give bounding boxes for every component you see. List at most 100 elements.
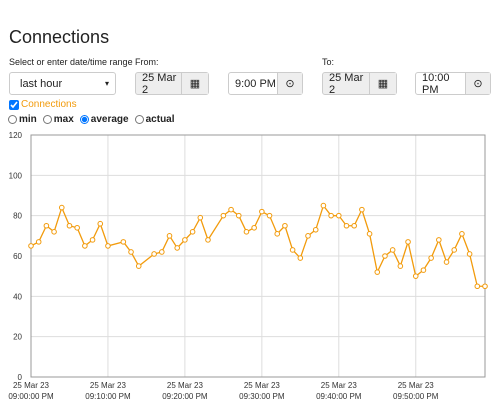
data-point bbox=[436, 237, 442, 243]
x-tick-label: 09:40:00 PM bbox=[316, 392, 362, 401]
x-tick-label: 09:30:00 PM bbox=[239, 392, 285, 401]
data-point bbox=[58, 204, 65, 211]
aggregation-option[interactable]: actual bbox=[134, 114, 175, 125]
clock-button[interactable]: ⊙ bbox=[465, 73, 490, 94]
to-time-value: 10:00 PM bbox=[422, 71, 450, 96]
data-point bbox=[189, 229, 196, 235]
data-point bbox=[166, 233, 173, 239]
data-point bbox=[443, 259, 450, 265]
range-label: Select or enter date/time range bbox=[9, 57, 133, 67]
data-point bbox=[74, 224, 80, 231]
data-point bbox=[243, 229, 250, 235]
data-point bbox=[405, 239, 411, 245]
x-tick-label: 09:00:00 PM bbox=[8, 392, 54, 401]
data-point bbox=[351, 222, 357, 229]
to-time[interactable]: 10:00 PM ⊙ bbox=[415, 71, 491, 96]
data-point bbox=[343, 222, 350, 229]
data-point bbox=[274, 231, 281, 237]
x-tick-label: 25 Mar 23 bbox=[321, 381, 358, 390]
data-point bbox=[105, 243, 111, 249]
x-tick-label: 25 Mar 23 bbox=[244, 381, 281, 390]
calendar-button[interactable]: ▦ bbox=[181, 73, 208, 94]
x-tick-label: 09:50:00 PM bbox=[393, 392, 439, 401]
page-title: Connections bbox=[9, 27, 110, 47]
series-checkbox[interactable] bbox=[9, 99, 19, 110]
data-point bbox=[282, 222, 288, 229]
data-point bbox=[174, 245, 181, 251]
y-tick-label: 60 bbox=[13, 252, 22, 261]
series-label: Connections bbox=[21, 99, 77, 110]
to-date-value: 25 Mar 2 bbox=[329, 71, 364, 96]
data-point bbox=[28, 243, 34, 249]
x-tick-label: 09:20:00 PM bbox=[162, 392, 208, 401]
to-date[interactable]: 25 Mar 2 ▦ bbox=[322, 71, 397, 96]
data-point bbox=[482, 283, 488, 290]
data-point bbox=[135, 263, 142, 269]
data-point bbox=[228, 206, 234, 213]
x-tick-label: 25 Mar 23 bbox=[13, 381, 50, 390]
data-point bbox=[159, 249, 165, 255]
data-point bbox=[120, 239, 127, 245]
data-point bbox=[235, 212, 242, 219]
data-point bbox=[428, 255, 434, 261]
data-point bbox=[451, 247, 458, 253]
data-point bbox=[97, 220, 104, 227]
data-point bbox=[266, 212, 273, 219]
data-point bbox=[259, 208, 265, 215]
data-point bbox=[128, 249, 134, 255]
y-tick-label: 0 bbox=[18, 373, 23, 382]
data-point bbox=[197, 214, 204, 221]
radio[interactable] bbox=[42, 115, 52, 124]
aggregation-option[interactable]: average bbox=[79, 114, 129, 125]
y-tick-label: 80 bbox=[13, 212, 22, 221]
data-point bbox=[374, 269, 381, 275]
option-label: min bbox=[19, 114, 37, 125]
data-point bbox=[66, 222, 73, 229]
y-tick-label: 120 bbox=[9, 131, 23, 140]
radio[interactable] bbox=[134, 115, 144, 124]
data-point bbox=[474, 283, 481, 290]
data-point bbox=[397, 263, 404, 269]
data-point bbox=[335, 212, 342, 219]
data-point bbox=[251, 224, 257, 231]
y-tick-label: 20 bbox=[13, 333, 22, 342]
y-tick-label: 40 bbox=[13, 292, 22, 301]
aggregation-option[interactable]: max bbox=[42, 114, 74, 125]
range-value: last hour bbox=[20, 77, 63, 90]
data-point bbox=[82, 243, 88, 249]
data-point bbox=[305, 233, 311, 239]
data-point bbox=[412, 273, 419, 279]
chart: 0 20 40 60 80 100 120 25 Mar 23 09:00:00 PM 25 Ma… bbox=[8, 131, 488, 401]
from-time[interactable]: 9:00 PM ⊙ bbox=[228, 72, 303, 95]
to-label: To: bbox=[322, 57, 335, 67]
aggregation-options: min max average actual bbox=[8, 114, 175, 125]
option-label: average bbox=[90, 114, 129, 125]
option-label: actual bbox=[145, 114, 175, 125]
data-point bbox=[320, 202, 327, 209]
series-toggle[interactable]: Connections bbox=[7, 99, 77, 110]
data-point bbox=[389, 247, 396, 253]
radio[interactable] bbox=[8, 115, 17, 124]
x-tick-label: 09:10:00 PM bbox=[85, 392, 131, 401]
x-tick-label: 25 Mar 23 bbox=[167, 381, 204, 390]
data-point bbox=[382, 253, 388, 259]
data-point bbox=[297, 255, 304, 261]
y-tick-label: 100 bbox=[9, 171, 23, 180]
data-point bbox=[51, 229, 57, 235]
from-date-value: 25 Mar 2 bbox=[142, 71, 177, 96]
data-point bbox=[359, 206, 365, 213]
data-point bbox=[328, 212, 334, 219]
from-time-value: 9:00 PM bbox=[235, 77, 276, 90]
data-point bbox=[43, 222, 50, 229]
data-point bbox=[89, 237, 96, 243]
data-point bbox=[459, 231, 465, 237]
calendar-button[interactable]: ▦ bbox=[369, 73, 396, 94]
radio[interactable] bbox=[79, 115, 89, 124]
data-point bbox=[312, 226, 319, 233]
data-point bbox=[35, 239, 42, 245]
clock-button[interactable]: ⊙ bbox=[277, 73, 302, 94]
range-select[interactable]: last hour ▾ bbox=[9, 72, 116, 95]
aggregation-option[interactable]: min bbox=[8, 114, 37, 125]
data-point bbox=[220, 212, 227, 219]
from-date[interactable]: 25 Mar 2 ▦ bbox=[135, 71, 209, 96]
